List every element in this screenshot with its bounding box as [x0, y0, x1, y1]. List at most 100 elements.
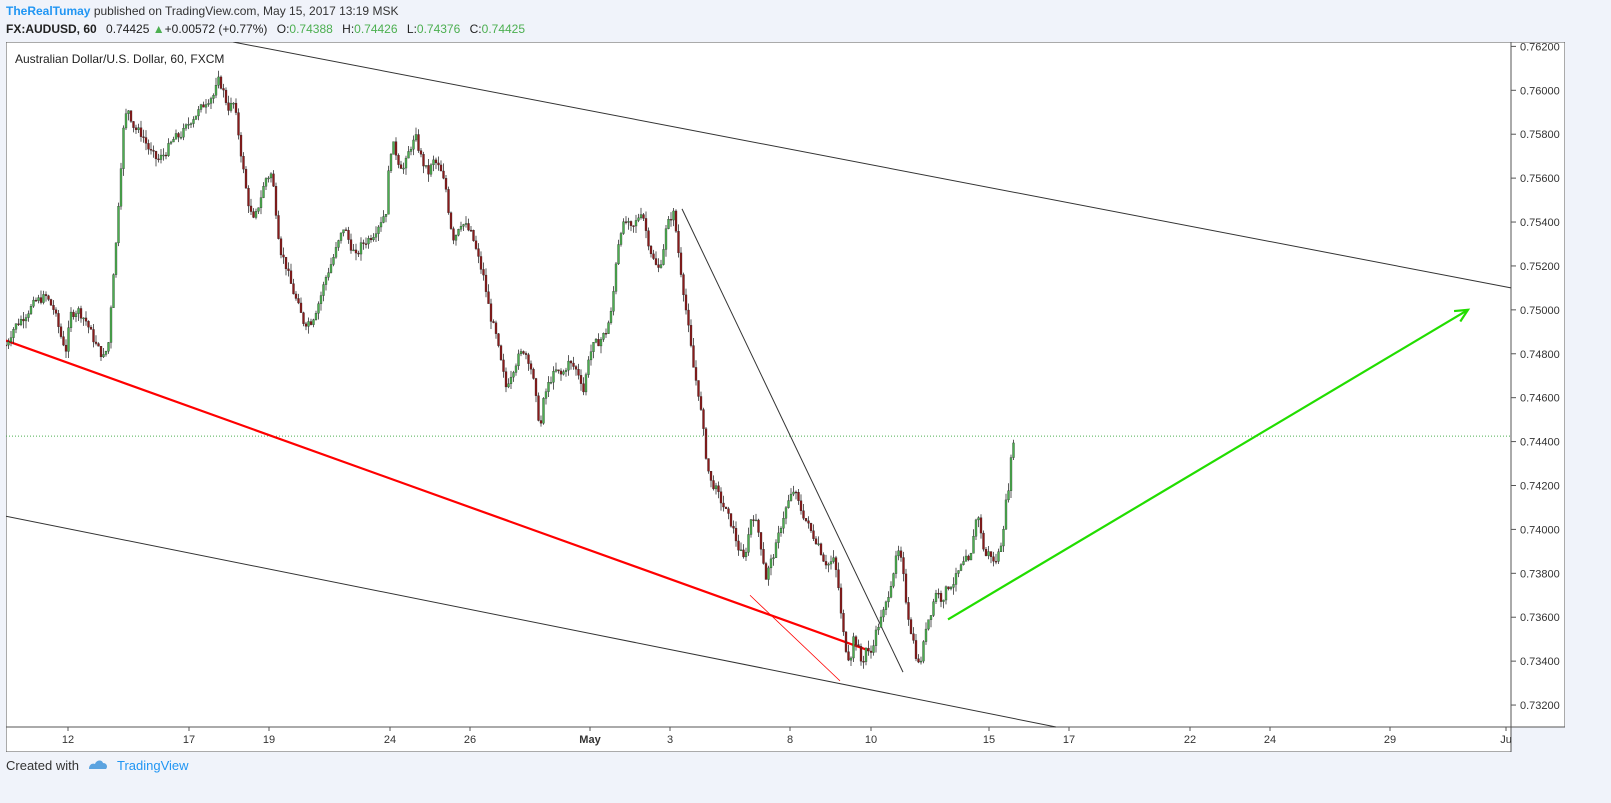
candle-body: [624, 221, 628, 223]
candle-body: [232, 102, 235, 105]
candle-body: [687, 309, 690, 326]
candle-body: [319, 295, 323, 304]
candle-body: [862, 661, 865, 663]
candle-body: [1007, 490, 1010, 501]
candle-body: [924, 628, 928, 642]
candle-body: [714, 485, 718, 490]
chart-container[interactable]: Australian Dollar/U.S. Dollar, 60, FXCM …: [4, 41, 1566, 753]
candle-body: [584, 374, 588, 393]
candle-body: [809, 523, 813, 531]
tradingview-brand[interactable]: TradingView: [116, 758, 189, 773]
candle-body: [742, 549, 745, 558]
candle-body: [97, 343, 100, 347]
candle-body: [739, 549, 743, 552]
candle-body: [147, 143, 150, 150]
candle-body: [674, 210, 678, 232]
candle-body: [544, 391, 548, 399]
candle-body: [874, 629, 878, 646]
candle-body: [767, 567, 770, 580]
candle-body: [492, 321, 495, 323]
symbol-label: FX:AUDUSD, 60: [6, 22, 97, 36]
candle-body: [434, 159, 438, 164]
candle-body: [109, 307, 113, 343]
x-tick-label: 24: [1264, 734, 1276, 746]
candle-body: [614, 263, 618, 292]
candle-body: [407, 151, 410, 159]
candle-body: [322, 284, 325, 296]
author-link[interactable]: TheRealTumay: [6, 4, 91, 18]
candle-body: [832, 557, 835, 562]
candle-body: [762, 549, 765, 564]
candle-body: [562, 371, 565, 375]
tradingview-logo-icon[interactable]: [87, 757, 109, 774]
candle-body: [392, 141, 395, 155]
candle-body: [222, 88, 225, 91]
candle-body: [429, 164, 433, 175]
price-chart[interactable]: Australian Dollar/U.S. Dollar, 60, FXCM …: [4, 41, 1566, 753]
candle-body: [394, 141, 398, 156]
candle-body: [477, 248, 480, 257]
candle-body: [652, 253, 655, 259]
x-tick-label: 15: [983, 734, 995, 746]
candle-body: [102, 354, 105, 358]
candle-body: [957, 570, 960, 574]
candle-body: [279, 238, 283, 256]
candle-body: [419, 150, 423, 155]
open-value: 0.74388: [289, 22, 333, 36]
low-label: L:: [406, 22, 417, 36]
y-tick-label: 0.75600: [1520, 173, 1560, 185]
candle-body: [122, 127, 125, 169]
y-tick-label: 0.74000: [1520, 524, 1560, 536]
candle-body: [152, 150, 155, 152]
price-axis[interactable]: [1510, 41, 1566, 728]
candle-body: [52, 305, 55, 310]
candle-body: [902, 557, 905, 575]
candle-body: [19, 319, 23, 325]
candle-body: [744, 552, 748, 558]
y-tick-label: 0.74200: [1520, 480, 1560, 492]
candle-body: [362, 242, 365, 244]
candle-body: [512, 372, 515, 378]
candle-body: [157, 158, 160, 161]
candle-body: [764, 563, 768, 580]
candle-body: [542, 398, 545, 424]
candle-body: [654, 258, 658, 265]
candle-body: [609, 311, 613, 323]
candle-body: [937, 592, 940, 595]
candle-body: [317, 303, 320, 314]
candle-body: [724, 506, 728, 509]
y-tick-label: 0.74600: [1520, 393, 1560, 405]
last-price: 0.74425: [106, 22, 150, 36]
candle-body: [57, 313, 60, 327]
plot-area[interactable]: [5, 41, 1512, 728]
candle-body: [142, 136, 145, 138]
candle-body: [859, 646, 863, 662]
candle-body: [707, 458, 710, 472]
projection-arrow-line: [947, 308, 1469, 621]
candle-body: [402, 167, 405, 170]
candle-body: [754, 519, 758, 522]
candle-body: [669, 219, 673, 221]
candle-body: [984, 549, 988, 556]
candle-body: [172, 139, 175, 143]
candle-body: [177, 133, 180, 138]
candle-body: [412, 139, 415, 150]
candle-body: [202, 104, 205, 108]
candle-body: [779, 527, 783, 534]
candle-body: [532, 369, 535, 379]
x-tick-label: 3: [667, 734, 673, 746]
candle-body: [702, 409, 705, 429]
time-axis[interactable]: [5, 726, 1512, 753]
candle-body: [62, 336, 65, 346]
candle-body: [467, 223, 470, 231]
candle-body: [112, 274, 115, 308]
candle-body: [29, 305, 33, 314]
candle-body: [997, 551, 1000, 562]
candle-body: [244, 168, 248, 189]
y-tick-label: 0.73200: [1520, 700, 1560, 712]
candle-body: [417, 134, 420, 151]
candle-body: [444, 178, 448, 190]
candle-body: [14, 323, 18, 330]
candle-body: [72, 311, 75, 318]
candle-body: [24, 317, 28, 322]
